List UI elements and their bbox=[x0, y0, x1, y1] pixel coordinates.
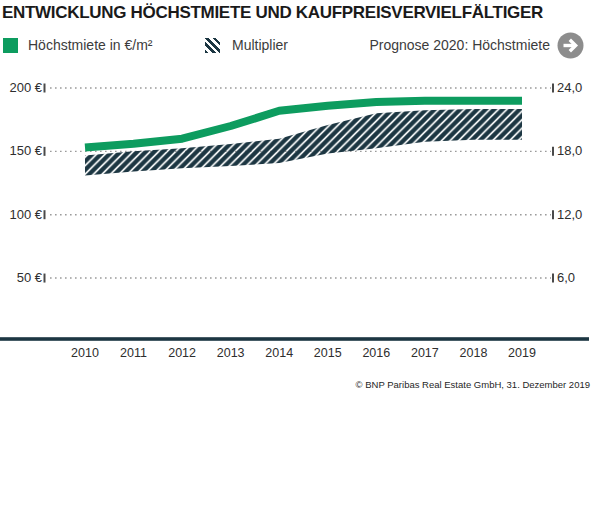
x-axis-year-label: 2017 bbox=[403, 346, 447, 360]
x-axis-year-label: 2018 bbox=[451, 346, 495, 360]
x-axis-year-label: 2010 bbox=[63, 346, 107, 360]
y-axis-label-left: 150 € bbox=[0, 143, 42, 158]
x-axis-line bbox=[0, 337, 589, 341]
x-axis-year-label: 2013 bbox=[209, 346, 253, 360]
x-axis-year-label: 2015 bbox=[306, 346, 350, 360]
y-axis-label-right: 12,0 bbox=[557, 207, 597, 222]
x-axis-year-label: 2019 bbox=[500, 346, 544, 360]
plot-area bbox=[0, 0, 600, 518]
chart-card: ENTWICKLUNG HÖCHSTMIETE UND KAUFPREISVER… bbox=[0, 0, 600, 518]
y-axis-label-left: 100 € bbox=[0, 207, 42, 222]
y-axis-label-left: 200 € bbox=[0, 80, 42, 95]
x-axis-year-label: 2012 bbox=[160, 346, 204, 360]
footer-credit: © BNP Paribas Real Estate GmbH, 31. Deze… bbox=[356, 379, 590, 390]
x-axis-year-label: 2014 bbox=[257, 346, 301, 360]
y-axis-label-right: 6,0 bbox=[557, 270, 597, 285]
y-axis-label-right: 24,0 bbox=[557, 80, 597, 95]
y-axis-label-left: 50 € bbox=[0, 270, 42, 285]
x-axis-year-label: 2011 bbox=[112, 346, 156, 360]
x-axis-year-label: 2016 bbox=[354, 346, 398, 360]
y-axis-label-right: 18,0 bbox=[557, 143, 597, 158]
